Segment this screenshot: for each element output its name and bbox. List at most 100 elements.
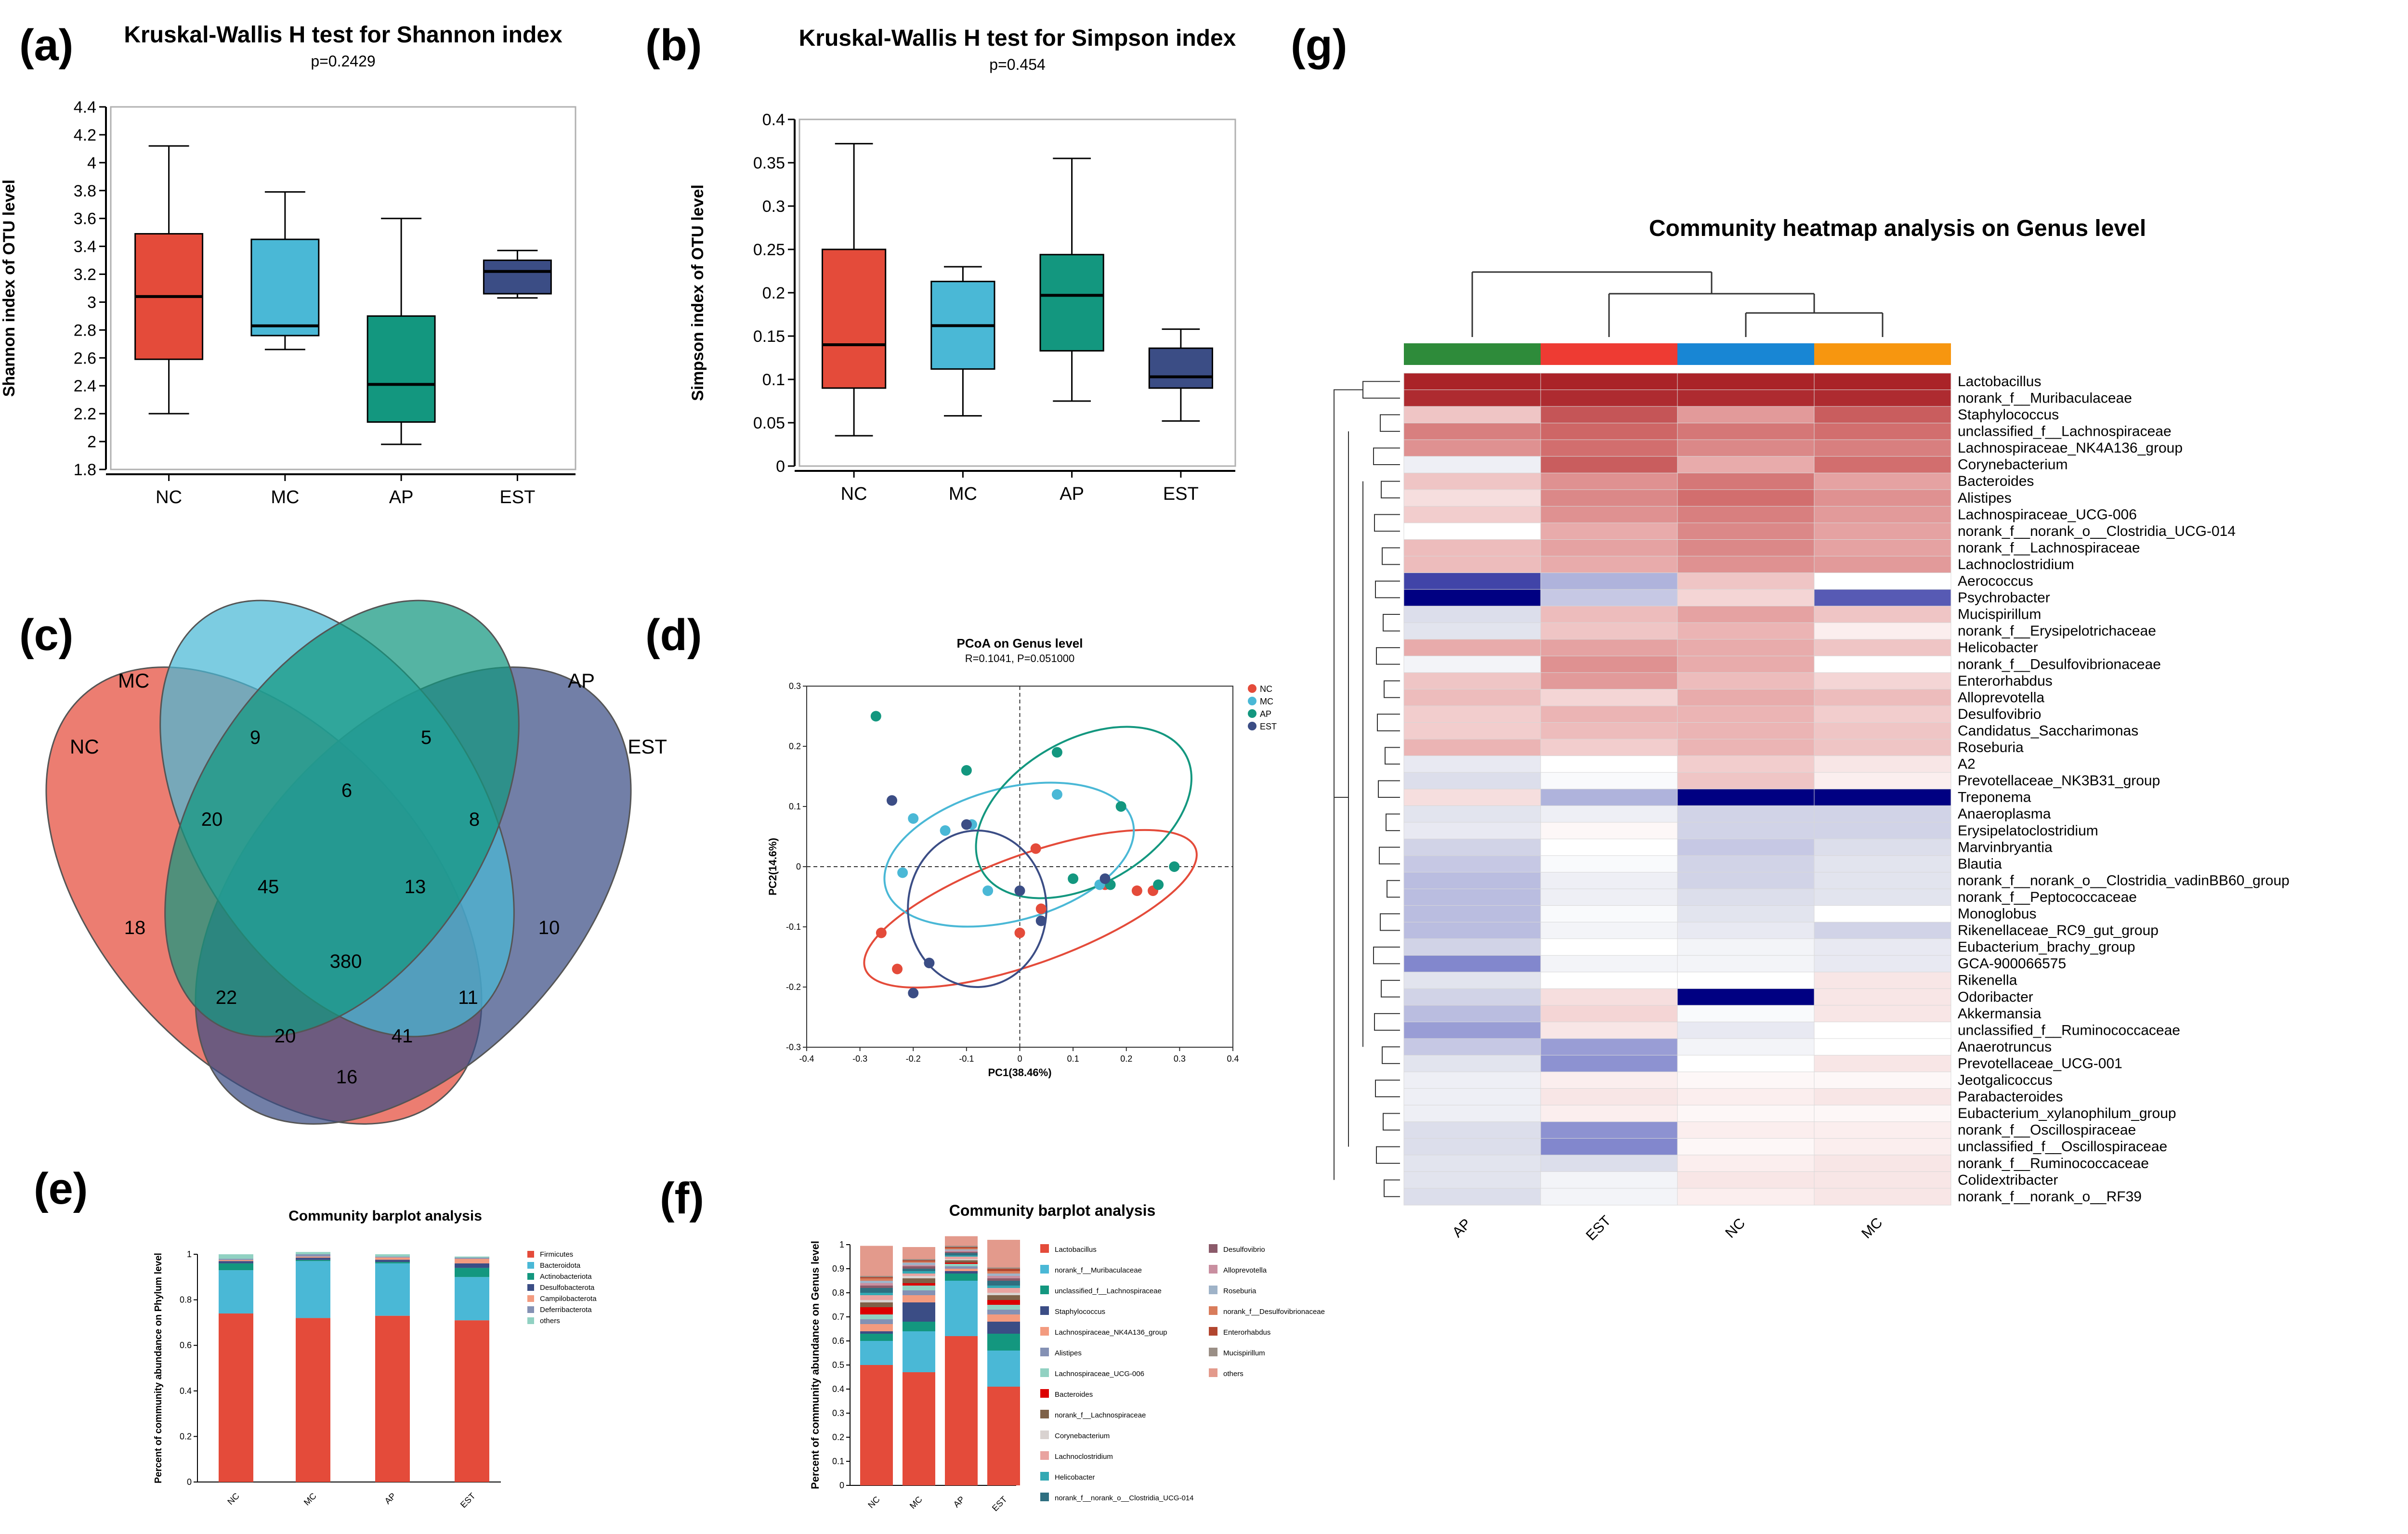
legend-label: EST [1260, 722, 1277, 731]
y-tick-label: 4 [87, 154, 96, 172]
x-tick-label: NC [841, 484, 867, 504]
y-tick-label: -0.2 [786, 982, 801, 992]
heatmap-cell [1814, 439, 1951, 457]
y-tick-label: 4.2 [74, 126, 96, 144]
heatmap-row-label: unclassified_f__Lachnospiraceae [1958, 424, 2172, 440]
row-dendrogram-branch [1386, 813, 1400, 832]
box-est [1148, 347, 1213, 389]
bar-segment [903, 1322, 935, 1331]
bar-segment [219, 1254, 253, 1259]
heatmap-cell [1814, 456, 1951, 474]
heatmap-cell [1403, 472, 1541, 490]
column-group-bar [1541, 343, 1677, 365]
heatmap-cell [1814, 872, 1951, 890]
bar-segment [987, 1334, 1020, 1351]
shannon-boxplot: Kruskal-Wallis H test for Shannon index p… [0, 22, 576, 507]
y-tick-label: 0.05 [753, 414, 785, 432]
scatter-point-nc [1014, 927, 1025, 938]
x-tick-label: 0.1 [1067, 1054, 1079, 1064]
legend-swatch [1040, 1410, 1049, 1418]
y-tick-label: 1 [839, 1240, 844, 1249]
heatmap-cell [1403, 556, 1541, 573]
heatmap-cell [1814, 539, 1951, 557]
row-dendrogram-branch [1382, 547, 1400, 565]
legend-marker [1248, 684, 1256, 693]
heatmap-column-label: NC [1722, 1215, 1748, 1241]
bar-segment [860, 1286, 893, 1288]
heatmap-cell [1677, 423, 1815, 441]
bar-segment [987, 1271, 1020, 1274]
heatmap-cell [1677, 1121, 1815, 1139]
heatmap-cell [1814, 1171, 1951, 1189]
heatmap-cell [1540, 1171, 1678, 1189]
y-tick-label: 0.3 [832, 1408, 844, 1418]
y-axis-label: Percent of community abundance on Genus … [809, 1241, 821, 1489]
heatmap-cell [1403, 1005, 1541, 1023]
row-dendrogram-branch [1382, 1046, 1400, 1064]
scatter-point-est [1014, 885, 1025, 896]
bar-segment [903, 1278, 935, 1283]
bar-segment [455, 1259, 489, 1263]
heatmap-cell [1677, 888, 1815, 906]
heatmap-cell [1540, 572, 1678, 590]
heatmap-cell [1540, 506, 1678, 523]
y-tick-label: 2.4 [74, 377, 96, 395]
venn-region-count: 13 [405, 876, 426, 897]
y-tick-label: 1.8 [74, 461, 96, 479]
bar-segment [296, 1261, 330, 1318]
legend-swatch [1040, 1472, 1049, 1481]
x-tick-label: 0 [1017, 1054, 1022, 1064]
legend-label: Desulfobacterota [540, 1284, 595, 1292]
x-tick-label: EST [1163, 484, 1199, 504]
legend-swatch [1040, 1368, 1049, 1377]
bar-segment [219, 1263, 253, 1271]
legend-label: Lachnospiraceae_UCG-006 [1055, 1370, 1144, 1378]
scatter-point-est [908, 988, 919, 999]
heatmap-cell [1540, 822, 1678, 840]
y-tick-label: 0.6 [180, 1340, 192, 1350]
bar-segment [860, 1319, 893, 1324]
heatmap-cell [1540, 938, 1678, 956]
heatmap-row-label: Eubacterium_xylanophilum_group [1958, 1105, 2176, 1121]
heatmap-cell [1814, 972, 1951, 989]
heatmap-cell [1677, 456, 1815, 474]
row-dendrogram-branch [1378, 780, 1400, 798]
y-tick-label: 2.6 [74, 349, 96, 367]
heatmap-row-label: Rikenellaceae_RC9_gut_group [1958, 923, 2159, 938]
heatmap-cell [1677, 1038, 1815, 1056]
bar-segment [296, 1254, 330, 1257]
box-mc [250, 238, 320, 337]
heatmap-cell [1677, 439, 1815, 457]
heatmap-cell [1677, 655, 1815, 673]
heatmap-cell [1677, 539, 1815, 557]
heatmap-cell [1403, 855, 1541, 873]
heatmap-cell [1814, 1005, 1951, 1023]
legend-swatch [1040, 1286, 1049, 1294]
legend-label: Alloprevotella [1223, 1266, 1267, 1274]
heatmap-cell [1540, 888, 1678, 906]
heatmap-row-label: norank_f__Lachnospiraceae [1958, 540, 2140, 556]
scatter-point-nc [1035, 903, 1047, 914]
legend-label: Mucispirillum [1223, 1349, 1265, 1357]
bar-segment [219, 1261, 253, 1263]
heatmap-cell [1814, 922, 1951, 939]
bar-segment [987, 1274, 1020, 1276]
bar-segment [945, 1259, 978, 1261]
heatmap-cell [1540, 472, 1678, 490]
heatmap-cell [1540, 988, 1678, 1006]
heatmap-cell [1677, 1155, 1815, 1172]
heatmap-cell [1540, 1055, 1678, 1073]
heatmap-cell [1540, 1188, 1678, 1206]
heatmap-cell [1403, 722, 1541, 740]
heatmap-row-label: Lactobacillus [1958, 374, 2041, 390]
heatmap-row-label: Staphylococcus [1958, 407, 2059, 423]
heatmap-cell [1677, 606, 1815, 624]
scatter-point-est [1035, 915, 1047, 926]
heatmap-cell [1677, 755, 1815, 773]
heatmap-row-label: norank_f__Desulfovibrionaceae [1958, 656, 2161, 672]
heatmap-cell [1540, 755, 1678, 773]
bar-segment [945, 1269, 978, 1271]
y-tick-label: 1 [187, 1249, 192, 1259]
bar-segment [987, 1300, 1020, 1305]
heatmap-row-label: unclassified_f__Ruminococcaceae [1958, 1022, 2180, 1038]
